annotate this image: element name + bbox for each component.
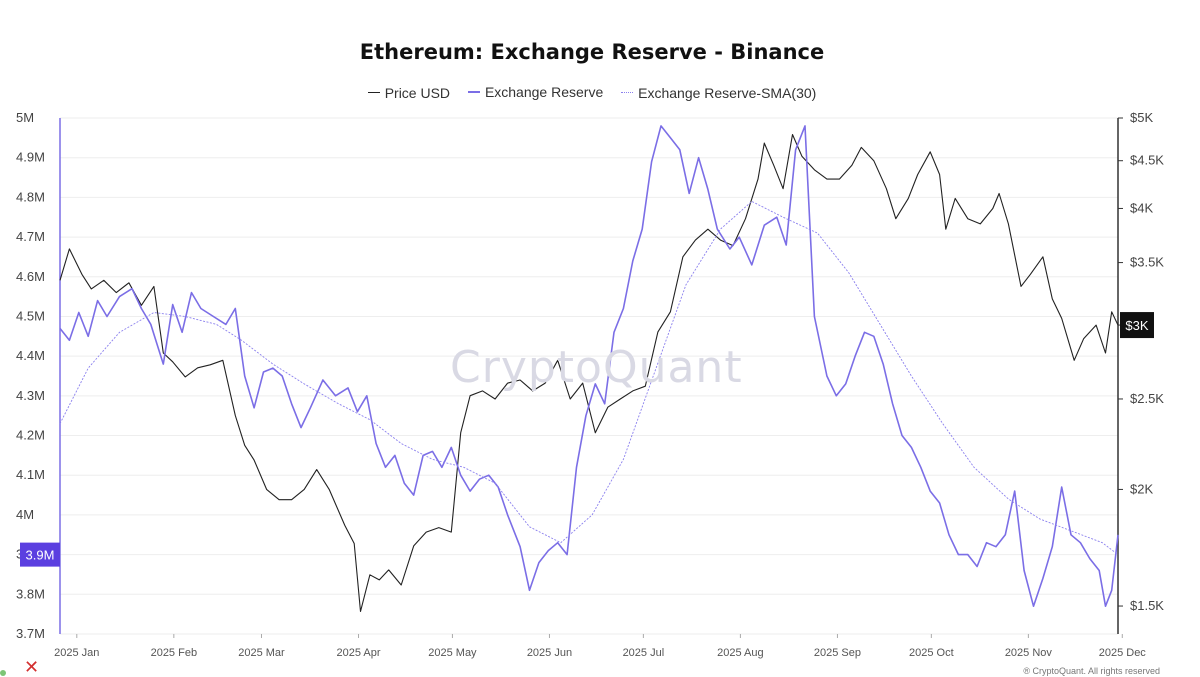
copyright-footer: ® CryptoQuant. All rights reserved [1023, 666, 1160, 676]
legend-label-price: Price USD [384, 84, 451, 101]
legend-swatch-price [367, 92, 380, 93]
x-tick-label: 2025 Oct [909, 647, 954, 659]
right-current-badge [1120, 312, 1154, 339]
x-tick-label: 2025 Sep [814, 647, 861, 659]
legend-item-exchange-reserve[interactable]: Exchange Reserve [467, 84, 604, 100]
legend-item-price-usd[interactable]: Price USD [367, 84, 451, 101]
left-tick-label: 4.4M [16, 348, 45, 363]
right-tick-label: $4.5K [1130, 153, 1164, 168]
legend-label-reserve: Exchange Reserve [484, 84, 604, 100]
x-tick-label: 2025 May [428, 647, 477, 659]
series-line-price-usd [59, 133, 1119, 613]
right-tick-label: $5K [1130, 110, 1153, 125]
left-tick-label: 4.8M [16, 189, 45, 204]
left-tick-label: 3.7M [16, 626, 45, 641]
left-tick-label: 4.7M [16, 229, 45, 244]
x-tick-label: 2025 Jul [623, 647, 665, 659]
x-tick-label: 2025 Jan [54, 647, 99, 659]
left-current-badge [20, 542, 60, 567]
right-tick-label: $2K [1130, 481, 1153, 496]
right-tick-label: $1.5K [1130, 598, 1164, 613]
x-tick-label: 2025 Aug [717, 647, 764, 659]
x-tick-label: 2025 Mar [238, 647, 285, 659]
left-tick-label: 4.6M [16, 269, 45, 284]
left-tick-label: 4.1M [16, 467, 45, 482]
right-current-label: $3K [1125, 318, 1148, 333]
left-tick-label: 4.2M [16, 428, 45, 443]
close-icon[interactable]: ✕ [24, 657, 40, 677]
legend-swatch-sma [621, 92, 634, 93]
x-tick-label: 2025 Jun [527, 647, 572, 659]
x-tick-label: 2025 Nov [1005, 647, 1053, 659]
x-tick-label: 2025 Dec [1099, 647, 1147, 659]
left-tick-label: 5M [16, 110, 34, 125]
left-current-label: 3.9M [26, 548, 55, 563]
left-tick-label: 4M [16, 507, 34, 522]
right-tick-label: $4K [1130, 200, 1153, 215]
left-tick-label: 3.8M [16, 586, 45, 601]
watermark-logo: CryptoQuant [450, 342, 743, 393]
left-tick-label: 4.5M [16, 308, 45, 323]
legend-label-sma: Exchange Reserve-SMA(30) [638, 84, 817, 101]
left-tick-label: 4.3M [16, 388, 45, 403]
right-tick-label: $3.5K [1130, 255, 1164, 270]
right-tick-label: $2.5K [1130, 391, 1164, 406]
x-tick-label: 2025 Feb [151, 647, 197, 659]
legend-item-reserve-sma[interactable]: Exchange Reserve-SMA(30) [621, 85, 816, 101]
left-tick-label: 4.9M [16, 150, 45, 165]
legend: Price USD Exchange Reserve Exchange Rese… [0, 80, 1184, 101]
legend-swatch-reserve [467, 91, 480, 93]
series-line-exchange-reserve [59, 125, 1119, 607]
chart-title: Ethereum: Exchange Reserve - Binance [359, 40, 825, 64]
status-dot-icon [0, 670, 6, 676]
series-line-exchange-reserve-sma-30- [59, 200, 1119, 555]
x-tick-label: 2025 Apr [336, 647, 380, 659]
